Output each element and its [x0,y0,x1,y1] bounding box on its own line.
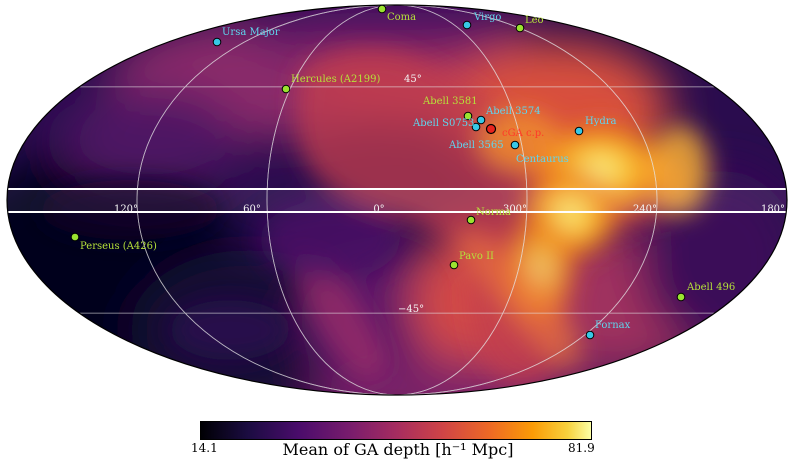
marker-hydra[interactable] [574,126,584,136]
lon-label-120: 120° [114,204,138,215]
colorbar-min-label: 14.1 [191,441,218,455]
marker-cga-cp[interactable] [485,123,497,135]
lon-label-60: 60° [243,204,261,215]
label-coma: Coma [387,12,416,23]
marker-abell-s0753[interactable] [471,122,481,132]
label-abell-496: Abell 496 [686,282,735,293]
axis-labels: 120° 60° 0° 300° 240° 180° 45° −45° [114,74,785,315]
label-hercules: Hercules (A2199) [291,74,380,85]
marker-hercules[interactable] [281,84,291,94]
label-hydra: Hydra [585,116,617,127]
label-perseus: Perseus (A426) [80,241,157,252]
lon-label-300: 300° [503,204,527,215]
label-fornax: Fornax [595,320,631,331]
marker-abell-3581[interactable] [463,111,473,121]
label-virgo: Virgo [473,12,501,23]
lon-label-0: 0° [373,204,384,215]
marker-pavo-ii[interactable] [449,260,459,270]
label-cga-cp: cGA c.p. [502,128,544,139]
label-pavo-ii: Pavo II [459,251,494,262]
label-abell-3565: Abell 3565 [448,140,504,151]
lon-label-180: 180° [761,204,785,215]
marker-leo[interactable] [515,23,525,33]
marker-norma[interactable] [466,215,476,225]
label-abell-3574: Abell 3574 [485,106,541,117]
marker-coma[interactable] [377,4,387,14]
label-abell-s0753: Abell S0753 [412,118,474,129]
marker-fornax[interactable] [585,330,595,340]
cluster-markers [70,4,686,340]
colorbar-title: Mean of GA depth [h⁻¹ Mpc] [282,440,514,459]
marker-perseus[interactable] [70,232,80,242]
lat-label-45: 45° [404,74,422,85]
heatmap [7,5,787,395]
marker-abell-3565[interactable] [510,140,520,150]
label-ursa-major: Ursa Major [222,27,280,38]
label-norma: Norma [476,207,511,218]
marker-ursa-major[interactable] [212,37,222,47]
marker-abell-496[interactable] [676,292,686,302]
sky-map: 120° 60° 0° 300° 240° 180° 45° −45° Coma… [6,4,788,396]
marker-virgo[interactable] [462,20,472,30]
colorbar-max-label: 81.9 [568,441,595,455]
label-leo: Leo [525,15,544,26]
label-centaurus: Centaurus [516,154,569,165]
map-outline [6,4,788,396]
lon-label-240: 240° [633,204,657,215]
lat-label-minus-45: −45° [398,304,424,315]
marker-abell-3574[interactable] [476,115,486,125]
colorbar [200,421,592,440]
cluster-labels: Coma Virgo Leo Ursa Major Hercules (A219… [80,12,735,331]
label-abell-3581: Abell 3581 [422,96,478,107]
